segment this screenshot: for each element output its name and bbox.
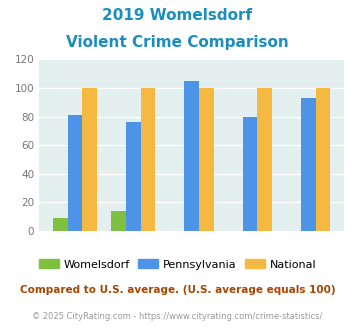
Text: Violent Crime Comparison: Violent Crime Comparison [66,35,289,50]
Text: © 2025 CityRating.com - https://www.cityrating.com/crime-statistics/: © 2025 CityRating.com - https://www.city… [32,312,323,321]
Bar [67,115,82,231]
Bar [184,81,199,231]
Bar [111,211,126,231]
Bar [257,88,272,231]
Bar [199,88,214,231]
Bar [53,218,67,231]
Text: 2019 Womelsdorf: 2019 Womelsdorf [103,8,252,23]
Text: Compared to U.S. average. (U.S. average equals 100): Compared to U.S. average. (U.S. average … [20,285,335,295]
Bar [126,122,141,231]
Bar [243,116,257,231]
Bar [82,88,97,231]
Bar [141,88,155,231]
Bar [316,88,331,231]
Bar [301,98,316,231]
Legend: Womelsdorf, Pennsylvania, National: Womelsdorf, Pennsylvania, National [34,255,321,274]
